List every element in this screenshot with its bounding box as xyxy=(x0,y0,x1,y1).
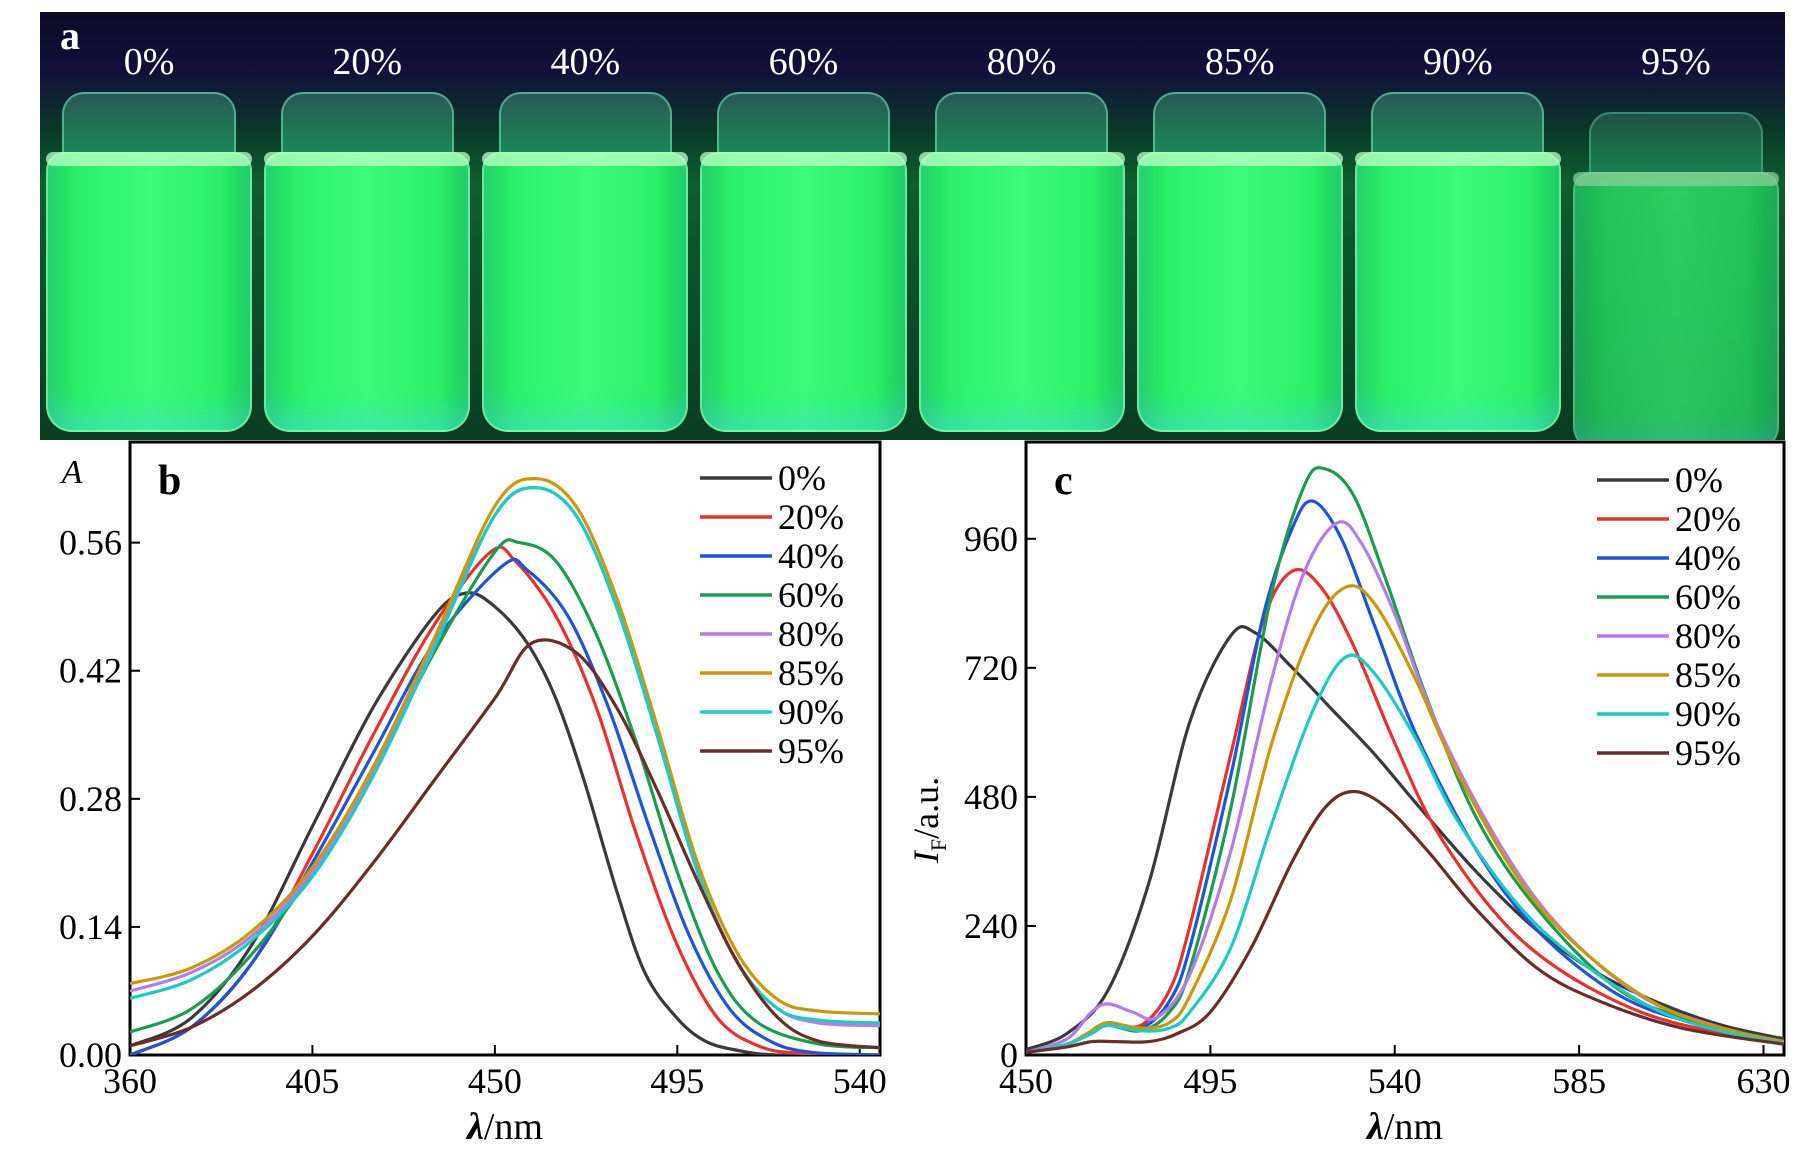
y-axis-label: A xyxy=(60,454,83,491)
vial-label: 95% xyxy=(1641,41,1711,83)
series-line-80pct xyxy=(1026,520,1784,1054)
plot-frame xyxy=(1024,440,1786,1057)
vial-label: 40% xyxy=(550,41,621,83)
x-tick-label: 540 xyxy=(833,1061,887,1101)
x-tick-label: 450 xyxy=(999,1061,1053,1101)
series-line-95pct xyxy=(130,638,880,1050)
fluorescence-chart: 450 495 540 585 630 0 240 480 720 960 c 0%20%40%60%… xyxy=(906,440,1791,1148)
vial-photo-panel: a 0% 20% 40% 60% 80% 85% 90% 95% xyxy=(40,12,1785,440)
panel-label-a: a xyxy=(60,13,80,58)
absorption-chart: 360 405 450 495 540 0.00 0.14 0.28 0.42 0.56 b 0%20… xyxy=(59,440,887,1148)
legend-label: 90% xyxy=(778,692,844,732)
vial-label: 90% xyxy=(1422,41,1493,83)
x-tick-label: 405 xyxy=(285,1061,339,1101)
series-line-60pct xyxy=(130,538,880,1050)
y-axis-label: IF/a.u. xyxy=(906,777,951,864)
legend-label: 80% xyxy=(1675,616,1741,656)
legend-label: 60% xyxy=(778,575,844,615)
legend-label: 80% xyxy=(778,614,844,654)
panel-label: c xyxy=(1054,458,1073,504)
x-axis-label: λ/nm xyxy=(1365,1106,1443,1148)
series-line-85pct xyxy=(130,477,880,1016)
vial xyxy=(700,92,907,432)
y-tick-label: 720 xyxy=(964,648,1018,688)
y-tick-label: 0.00 xyxy=(59,1035,122,1075)
x-tick-label: 495 xyxy=(650,1061,704,1101)
vial xyxy=(264,92,471,432)
y-tick-label: 0.56 xyxy=(59,523,122,563)
vial xyxy=(1136,92,1343,432)
series-line-60pct xyxy=(1026,466,1784,1054)
vial-label: 20% xyxy=(332,41,403,83)
vial xyxy=(46,92,253,432)
vial-label: 0% xyxy=(123,41,175,83)
vial xyxy=(1354,92,1561,432)
legend-label: 20% xyxy=(1675,499,1741,539)
vial-label: 60% xyxy=(768,41,839,83)
legend-label: 60% xyxy=(1675,577,1741,617)
y-tick-label: 0.28 xyxy=(59,779,122,819)
legend-label: 95% xyxy=(778,731,844,771)
series-line-85pct xyxy=(1026,584,1784,1054)
x-tick-label: 360 xyxy=(103,1061,157,1101)
series-line-40pct xyxy=(1026,499,1784,1054)
vial xyxy=(1572,112,1779,440)
legend-label: 0% xyxy=(778,458,826,498)
x-tick-label: 540 xyxy=(1368,1061,1422,1101)
x-tick-label: 585 xyxy=(1552,1061,1606,1101)
y-tick-label: 0 xyxy=(1000,1035,1018,1075)
legend-label: 85% xyxy=(1675,655,1741,695)
y-tick-label: 960 xyxy=(964,519,1018,559)
series-line-80pct xyxy=(130,486,880,1028)
series-line-90pct xyxy=(1026,653,1784,1054)
x-tick-label: 495 xyxy=(1183,1061,1237,1101)
legend-label: 85% xyxy=(778,653,844,693)
plot-frame xyxy=(128,440,882,1057)
y-tick-label: 0.42 xyxy=(59,651,122,691)
vial xyxy=(482,92,689,432)
series-group xyxy=(130,477,880,1055)
legend-label: 40% xyxy=(778,536,844,576)
series-line-20pct xyxy=(130,545,880,1055)
legend-label: 0% xyxy=(1675,460,1723,500)
vial xyxy=(918,92,1125,432)
x-tick-label: 630 xyxy=(1737,1061,1791,1101)
panel-label: b xyxy=(158,458,181,504)
legend-label: 95% xyxy=(1675,733,1741,773)
x-axis-label: λ/nm xyxy=(465,1106,543,1148)
series-line-0pct xyxy=(130,591,880,1055)
series-line-0pct xyxy=(1026,625,1784,1052)
vial-label: 80% xyxy=(986,41,1057,83)
vial-label: 85% xyxy=(1204,41,1275,83)
y-tick-label: 0.14 xyxy=(59,907,122,947)
y-tick-label: 240 xyxy=(964,906,1018,946)
legend-label: 20% xyxy=(778,497,844,537)
legend-label: 90% xyxy=(1675,694,1741,734)
legend-label: 40% xyxy=(1675,538,1741,578)
series-group xyxy=(1026,466,1784,1054)
x-tick-label: 450 xyxy=(468,1061,522,1101)
y-tick-label: 480 xyxy=(964,777,1018,817)
series-line-95pct xyxy=(1026,789,1784,1054)
